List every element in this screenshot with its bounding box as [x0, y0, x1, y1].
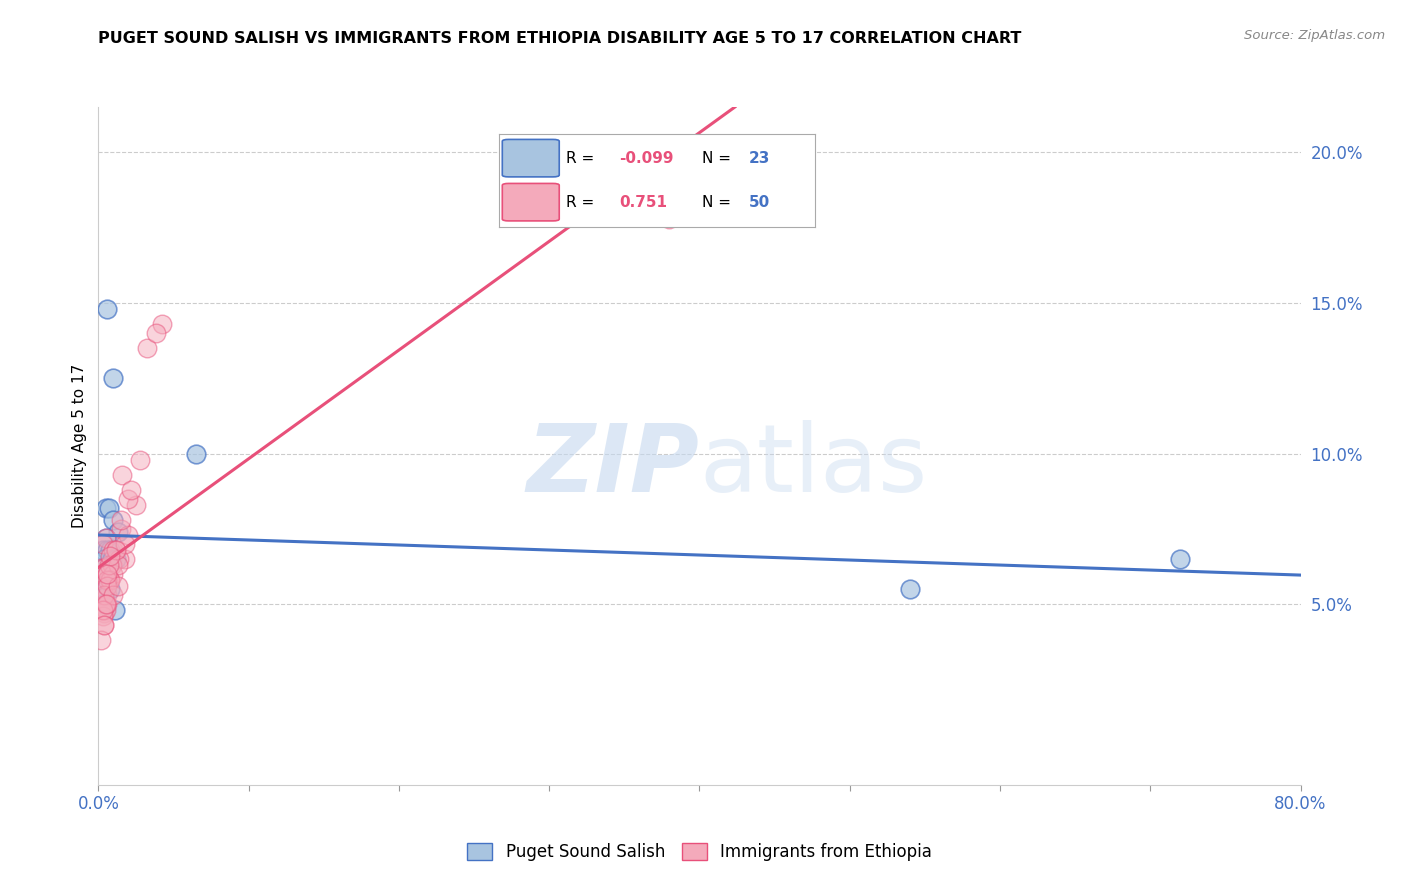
Point: [110, 522, 132, 536]
Point: [91, 561, 114, 575]
Point: [93, 606, 115, 620]
Text: 0.751: 0.751: [619, 194, 668, 210]
Point: [96, 588, 118, 602]
Point: [117, 528, 139, 542]
Point: [97, 500, 120, 515]
Point: [93, 591, 115, 606]
Point: [145, 326, 167, 340]
Point: [93, 618, 115, 632]
Point: [1170, 552, 1192, 566]
Point: [96, 567, 118, 582]
Point: [107, 558, 129, 572]
Point: [91, 537, 114, 551]
Point: [101, 558, 124, 572]
Text: Source: ZipAtlas.com: Source: ZipAtlas.com: [1244, 29, 1385, 42]
Point: [91, 597, 114, 611]
Point: [103, 588, 125, 602]
Text: R =: R =: [565, 194, 593, 210]
Point: [96, 597, 118, 611]
Point: [93, 618, 115, 632]
Point: [150, 317, 173, 331]
Point: [94, 597, 117, 611]
Point: [105, 543, 128, 558]
Point: [90, 591, 112, 606]
Text: ZIP: ZIP: [527, 420, 700, 512]
FancyBboxPatch shape: [502, 184, 560, 221]
Point: [94, 531, 117, 545]
Text: atlas: atlas: [700, 420, 928, 512]
Point: [100, 573, 122, 587]
Point: [94, 500, 117, 515]
Point: [107, 579, 129, 593]
Point: [91, 582, 114, 596]
Point: [93, 552, 115, 566]
Text: PUGET SOUND SALISH VS IMMIGRANTS FROM ETHIOPIA DISABILITY AGE 5 TO 17 CORRELATIO: PUGET SOUND SALISH VS IMMIGRANTS FROM ET…: [98, 31, 1022, 46]
Point: [97, 558, 120, 572]
Point: [90, 633, 112, 648]
Point: [108, 552, 131, 566]
Point: [91, 609, 114, 624]
Point: [100, 582, 122, 596]
Point: [97, 573, 120, 587]
Point: [129, 452, 152, 467]
Point: [105, 552, 128, 566]
Point: [94, 597, 117, 611]
Point: [94, 531, 117, 545]
Point: [184, 446, 207, 460]
Point: [96, 543, 118, 558]
FancyBboxPatch shape: [502, 139, 560, 177]
Point: [114, 537, 136, 551]
Point: [94, 582, 117, 596]
Y-axis label: Disability Age 5 to 17: Disability Age 5 to 17: [72, 364, 87, 528]
Point: [96, 301, 118, 316]
Point: [103, 543, 125, 558]
Point: [94, 603, 117, 617]
Point: [111, 467, 134, 482]
Point: [93, 588, 115, 602]
Point: [104, 603, 127, 617]
Point: [100, 573, 122, 587]
Point: [96, 567, 118, 582]
Point: [121, 483, 143, 497]
Point: [101, 552, 124, 566]
Text: -0.099: -0.099: [619, 151, 673, 166]
Point: [103, 371, 125, 385]
Text: 23: 23: [749, 151, 770, 166]
Point: [103, 513, 125, 527]
Point: [125, 498, 148, 512]
Point: [110, 513, 132, 527]
Point: [96, 579, 118, 593]
Text: R =: R =: [565, 151, 593, 166]
Point: [117, 491, 139, 506]
Text: N =: N =: [702, 194, 731, 210]
Point: [91, 603, 114, 617]
Point: [114, 552, 136, 566]
Text: 50: 50: [749, 194, 770, 210]
Point: [91, 543, 114, 558]
Point: [107, 524, 129, 539]
Point: [135, 341, 157, 355]
Point: [96, 573, 118, 587]
Point: [90, 603, 112, 617]
Point: [105, 543, 128, 558]
Point: [658, 211, 681, 226]
Point: [93, 561, 115, 575]
Text: N =: N =: [702, 151, 731, 166]
Point: [100, 549, 122, 563]
Legend: Puget Sound Salish, Immigrants from Ethiopia: Puget Sound Salish, Immigrants from Ethi…: [461, 837, 938, 868]
Point: [898, 582, 921, 596]
Point: [90, 561, 112, 575]
Point: [103, 567, 125, 582]
Point: [100, 543, 122, 558]
